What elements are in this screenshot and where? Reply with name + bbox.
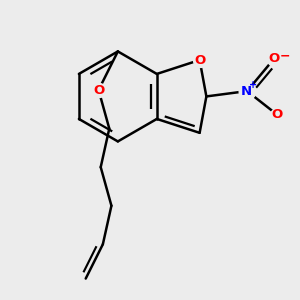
Text: O: O (272, 108, 283, 121)
Text: O: O (268, 52, 280, 65)
Text: −: − (279, 49, 290, 62)
Text: +: + (250, 80, 258, 90)
Text: O: O (194, 53, 205, 67)
Text: O: O (93, 83, 104, 97)
Text: N: N (241, 85, 252, 98)
